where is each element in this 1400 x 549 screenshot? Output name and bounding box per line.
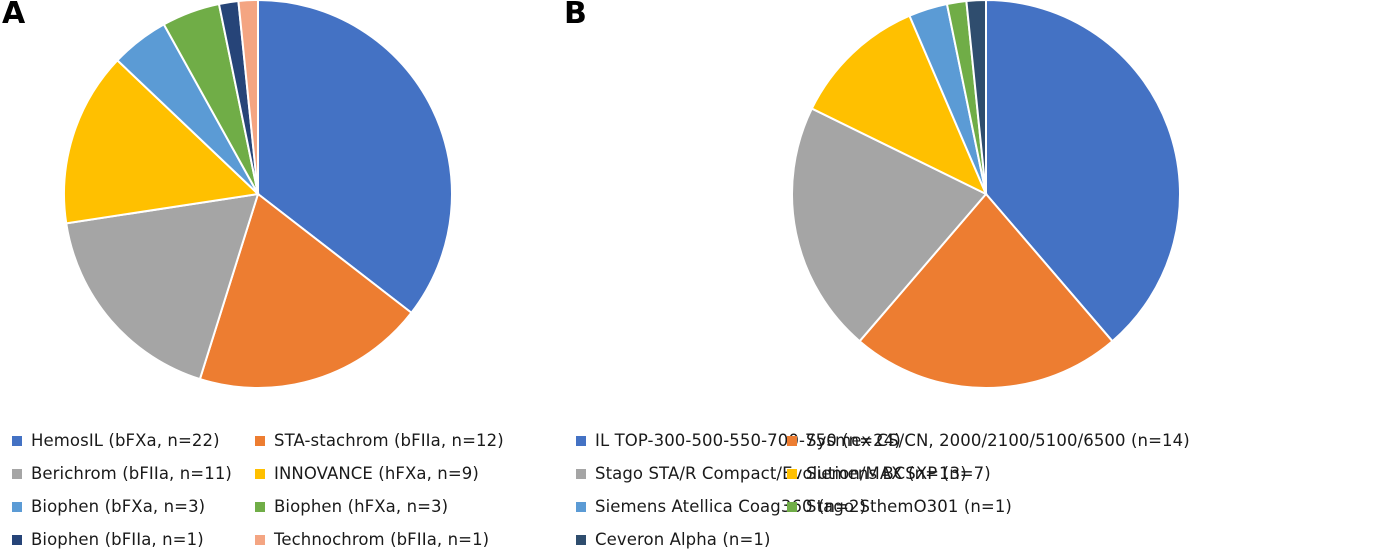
legend-item: Biophen (bFXa, n=3) [12, 497, 205, 516]
pie-slice-b-1 [858, 192, 1114, 390]
legend-swatch [576, 468, 586, 479]
legend-item: Biophen (hFXa, n=3) [255, 497, 448, 516]
panel-label-b: B [564, 0, 587, 31]
legend-swatch [576, 435, 586, 446]
legend-item: INNOVANCE (hFXa, n=9) [255, 464, 479, 483]
legend-label: Biophen (bFXa, n=3) [31, 497, 206, 516]
legend-swatch [12, 501, 22, 512]
legend-b: IL TOP-300-500-550-700-750 (n=24) Sysmex … [576, 418, 1400, 549]
pie-slice-a-2 [65, 192, 260, 381]
pie-slice-b-6 [965, 0, 987, 195]
legend-item: Stago STA/R Compact/Evolution/MAX (n=13) [576, 464, 967, 483]
legend-swatch [576, 501, 586, 512]
legend-label: Technochrom (bFIIa, n=1) [274, 530, 490, 549]
panel-label-a: A [2, 0, 26, 31]
legend-item: IL TOP-300-500-550-700-750 (n=24) [576, 431, 901, 450]
legend-item: Berichrom (bFIIa, n=11) [12, 464, 232, 483]
legend-label: Stago SthemO301 (n=1) [806, 497, 1012, 516]
legend-label: HemosIL (bFXa, n=22) [31, 431, 220, 450]
chart-panel-b: B IL TOP-300-500-550-700-750 (n=24) Sysme… [564, 0, 1400, 549]
legend-item: Sysmex CS/CN, 2000/2100/5100/6500 (n=14) [787, 431, 1190, 450]
legend-label: Siemens Atellica Coag360 (n=2) [595, 497, 867, 516]
legend-label: Biophen (hFXa, n=3) [274, 497, 449, 516]
legend-label: Sysmex CS/CN, 2000/2100/5100/6500 (n=14) [806, 431, 1190, 450]
legend-label: Ceveron Alpha (n=1) [595, 530, 771, 549]
pie-chart-b [791, 0, 1181, 390]
legend-label: Stago STA/R Compact/Evolution/MAX (n=13) [595, 464, 967, 483]
legend-swatch [255, 501, 265, 512]
legend-item: STA-stachrom (bFIIa, n=12) [255, 431, 504, 450]
legend-item: Technochrom (bFIIa, n=1) [255, 530, 489, 549]
legend-swatch [12, 534, 22, 545]
legend-label: STA-stachrom (bFIIa, n=12) [274, 431, 504, 450]
legend-item: HemosIL (bFXa, n=22) [12, 431, 220, 450]
pie-slice-a-0 [257, 0, 453, 315]
legend-swatch [255, 435, 265, 446]
pie-slice-a-1 [198, 192, 413, 389]
pie-chart-a [63, 0, 453, 389]
pie-slice-a-7 [237, 0, 259, 195]
chart-panel-a: A HemosIL (bFXa, n=22) STA-stachrom (bFII… [0, 0, 700, 549]
legend-a: HemosIL (bFXa, n=22) STA-stachrom (bFIIa,… [0, 418, 700, 549]
legend-item: Siemens Atellica Coag360 (n=2) [576, 497, 866, 516]
legend-label: INNOVANCE (hFXa, n=9) [274, 464, 479, 483]
legend-item: Siemens BCSXP (n=7) [787, 464, 991, 483]
legend-swatch [12, 468, 22, 479]
legend-swatch [576, 534, 586, 545]
legend-label: Siemens BCSXP (n=7) [806, 464, 991, 483]
legend-swatch [787, 501, 797, 512]
legend-item: Ceveron Alpha (n=1) [576, 530, 771, 549]
legend-label: Berichrom (bFIIa, n=11) [31, 464, 232, 483]
pie-slice-b-0 [985, 0, 1181, 343]
pie-slice-b-2 [791, 107, 988, 343]
legend-swatch [787, 468, 797, 479]
legend-swatch [255, 534, 265, 545]
legend-label: Biophen (bFIIa, n=1) [31, 530, 204, 549]
legend-item: Stago SthemO301 (n=1) [787, 497, 1012, 516]
pie-slice-a-3 [63, 58, 261, 225]
legend-item: Biophen (bFIIa, n=1) [12, 530, 204, 549]
legend-label: IL TOP-300-500-550-700-750 (n=24) [595, 431, 901, 450]
legend-swatch [255, 468, 265, 479]
legend-swatch [787, 435, 797, 446]
legend-swatch [12, 435, 22, 446]
pie-slice-b-3 [810, 14, 988, 197]
